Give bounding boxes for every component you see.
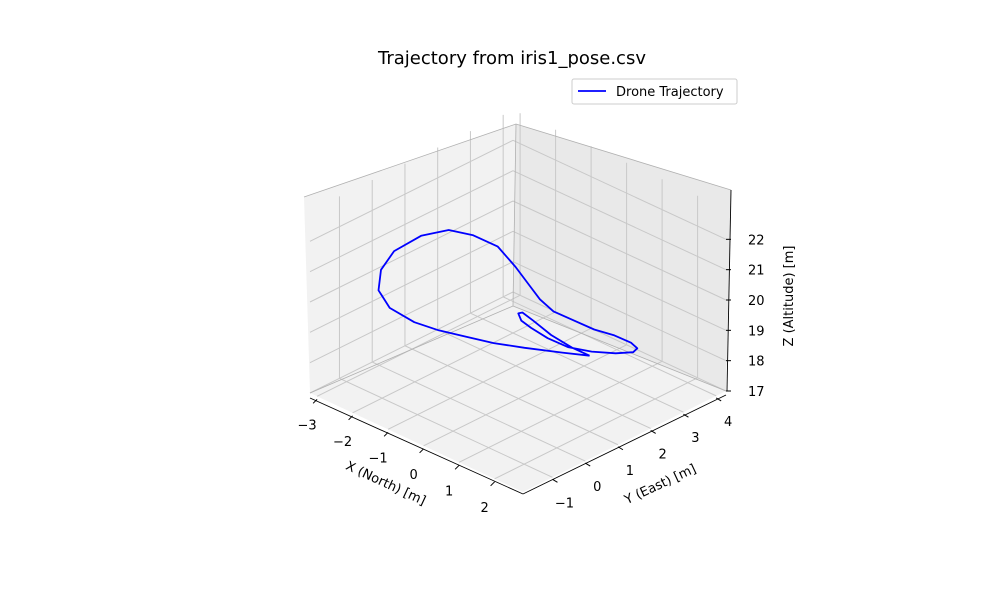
y-tick-mark — [683, 413, 689, 418]
z-axis-label: Z (Altitude) [m] — [782, 246, 797, 347]
floor-grid-y — [339, 377, 553, 478]
x-tick-label: 2 — [480, 501, 488, 516]
y-ticks: −1 0 1 2 3 4 — [552, 397, 732, 511]
floor-grid-x — [423, 344, 627, 447]
x-tick-label: −2 — [333, 435, 352, 450]
z-tick-label: 17 — [748, 385, 765, 400]
left-wall-grid-horizontal — [309, 291, 514, 394]
z-tick-label: 20 — [748, 294, 765, 309]
x-tick-mark — [490, 481, 495, 487]
floor-grid-y — [404, 345, 619, 446]
floor-grid-y — [371, 361, 586, 462]
x-tick-mark — [383, 431, 389, 437]
right-pane — [513, 124, 731, 391]
trajectory-line — [377, 229, 639, 357]
z-tick-label: 19 — [748, 324, 765, 339]
z-axis-line — [726, 189, 732, 392]
y-tick-mark — [552, 478, 558, 483]
x-tick-mark — [419, 448, 424, 454]
left-wall-grid-horizontal — [309, 170, 514, 273]
y-tick-label: 0 — [593, 480, 601, 495]
y-tick-mark — [584, 462, 591, 467]
right-wall-grid-horizontal — [512, 139, 727, 240]
x-tick-label: −1 — [369, 451, 388, 466]
right-wall-grid-horizontal — [512, 230, 727, 331]
x-tick-label: −3 — [298, 418, 317, 433]
right-wall-grid-horizontal — [512, 200, 727, 301]
right-wall-grid-horizontal — [512, 291, 727, 392]
y-axis-line — [522, 394, 727, 495]
right-wall-grid-horizontal — [512, 261, 727, 362]
floor-grid-y — [502, 296, 717, 397]
left-pane — [304, 124, 516, 393]
y-tick-mark — [650, 430, 656, 434]
grid-lines — [309, 113, 727, 480]
z-tick-label: 22 — [748, 233, 765, 248]
floor-grid-x — [494, 377, 698, 480]
legend-box — [571, 78, 738, 105]
x-tick-mark — [312, 398, 318, 404]
x-tick-mark — [348, 415, 353, 421]
pane-edges — [303, 123, 732, 394]
x-ticks: −3 −2 −1 0 1 2 — [298, 398, 495, 516]
x-tick-mark — [454, 464, 460, 470]
y-tick-label: 2 — [659, 447, 667, 462]
y-tick-label: 3 — [691, 431, 699, 446]
x-axis-line — [309, 397, 524, 495]
y-tick-label: 4 — [724, 415, 732, 430]
left-wall-grid-horizontal — [309, 200, 514, 303]
right-wall-grid-horizontal — [512, 170, 727, 271]
x-tick-label: 1 — [445, 484, 453, 499]
left-wall-grid-horizontal — [309, 261, 514, 364]
left-wall-grid-horizontal — [309, 139, 514, 242]
floor-grid-y — [437, 329, 651, 429]
floor-grid-x — [316, 294, 521, 397]
z-tick-label: 18 — [748, 355, 765, 370]
y-tick-mark — [715, 397, 722, 402]
floor-grid-x — [387, 327, 592, 430]
legend[interactable]: Drone Trajectory — [571, 78, 738, 105]
z-tick-label: 21 — [748, 264, 765, 279]
floor-grid-y — [470, 312, 684, 413]
y-tick-label: −1 — [555, 496, 574, 511]
chart-title: Trajectory from iris1_pose.csv — [377, 48, 646, 69]
z-ticks: 17 18 19 20 21 22 — [726, 233, 765, 400]
floor-grid-x — [458, 360, 663, 463]
legend-entry-drone-trajectory: Drone Trajectory — [616, 85, 724, 100]
x-tick-label: 0 — [409, 468, 417, 483]
y-tick-label: 1 — [626, 464, 634, 479]
floor-grid-x — [352, 311, 556, 414]
y-tick-mark — [617, 446, 624, 451]
left-wall-grid-horizontal — [309, 230, 514, 333]
